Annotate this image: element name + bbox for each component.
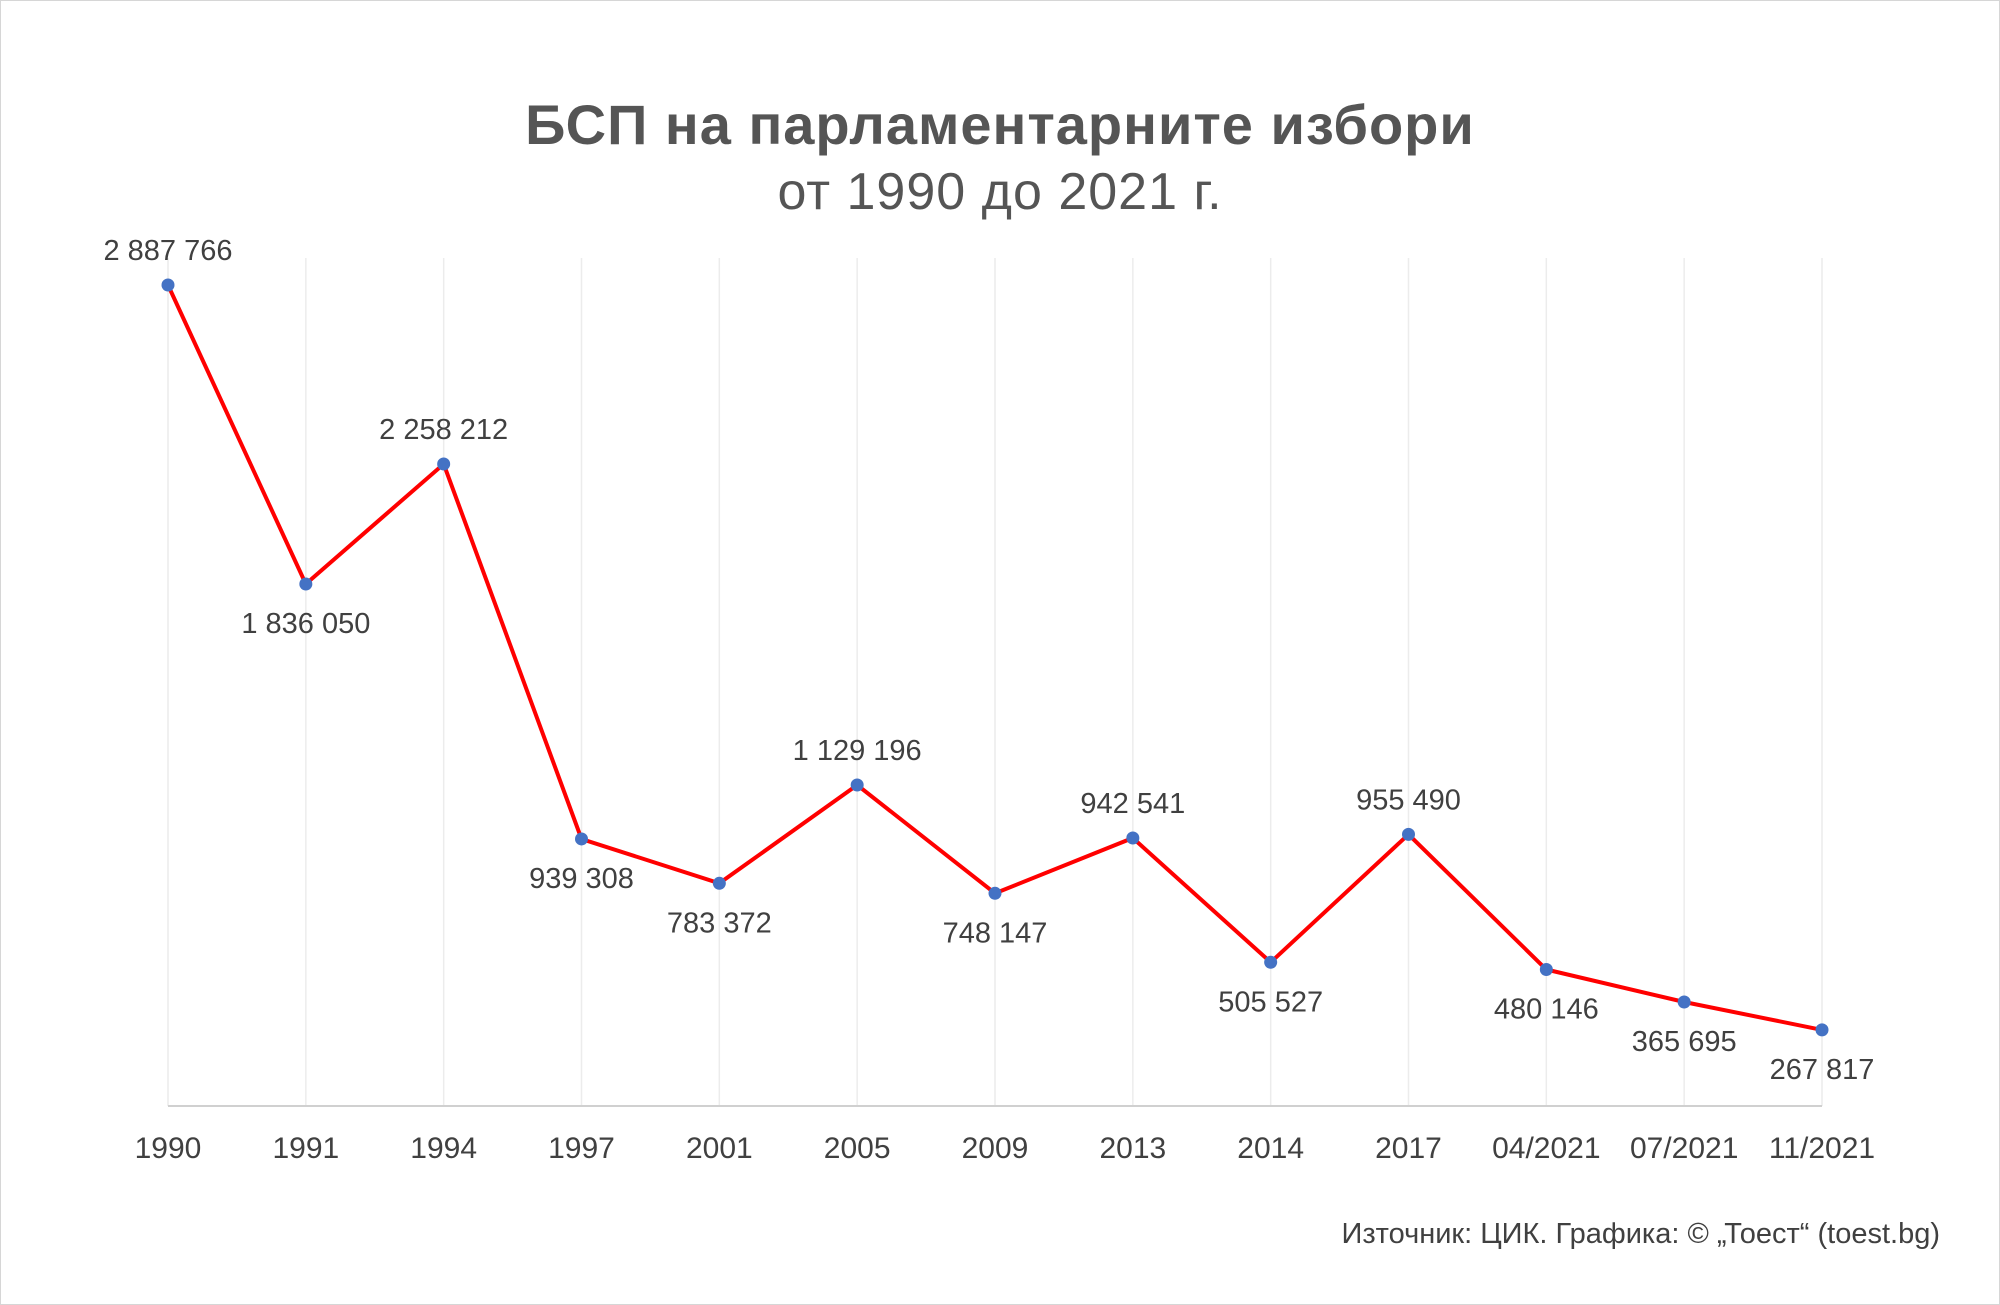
data-point bbox=[1815, 1023, 1829, 1037]
data-label: 939 308 bbox=[529, 863, 634, 895]
x-tick-label: 1994 bbox=[410, 1132, 477, 1165]
x-tick-label: 2009 bbox=[962, 1132, 1029, 1165]
data-point bbox=[575, 832, 588, 846]
data-label: 267 817 bbox=[1770, 1054, 1875, 1086]
x-tick-label: 1997 bbox=[548, 1132, 615, 1165]
data-point bbox=[437, 457, 451, 471]
data-point bbox=[299, 577, 313, 591]
data-label: 748 147 bbox=[943, 917, 1048, 949]
x-tick-label: 2013 bbox=[1099, 1132, 1166, 1165]
x-tick-label: 1991 bbox=[272, 1132, 339, 1165]
chart-subtitle: от 1990 до 2021 г. bbox=[777, 163, 1223, 221]
x-tick-label: 2017 bbox=[1375, 1132, 1442, 1165]
markers-layer bbox=[161, 278, 1829, 1037]
x-tick-label: 2001 bbox=[686, 1132, 753, 1165]
data-point bbox=[1539, 962, 1553, 976]
data-label: 2 887 766 bbox=[103, 235, 232, 267]
data-point bbox=[161, 278, 175, 292]
data-point bbox=[1402, 827, 1415, 841]
data-label: 505 527 bbox=[1218, 986, 1323, 1018]
data-point bbox=[1264, 955, 1278, 969]
x-tick-label: 04/2021 bbox=[1492, 1132, 1600, 1165]
data-point bbox=[988, 886, 1002, 900]
x-tick-label: 2005 bbox=[824, 1132, 891, 1165]
data-label: 942 541 bbox=[1080, 788, 1185, 820]
data-labels-layer: 2 887 766 1 836 050 2 258 212 939 308 783 37… bbox=[103, 235, 1874, 1086]
data-label: 955 490 bbox=[1356, 784, 1461, 816]
data-point bbox=[1677, 995, 1691, 1009]
x-tick-label: 1990 bbox=[135, 1132, 202, 1165]
data-point bbox=[712, 876, 726, 890]
x-tick-label: 07/2021 bbox=[1630, 1132, 1738, 1165]
chart-title: БСП на парламентарните избори bbox=[525, 93, 1475, 156]
data-point bbox=[850, 778, 864, 792]
gridlines bbox=[167, 258, 1823, 1106]
data-label: 1 129 196 bbox=[793, 735, 922, 767]
data-label: 2 258 212 bbox=[379, 414, 508, 446]
data-label: 783 372 bbox=[667, 907, 772, 939]
data-label: 365 695 bbox=[1632, 1026, 1737, 1058]
data-label: 1 836 050 bbox=[241, 608, 370, 640]
source-credit: Източник: ЦИК. Графика: © „Тоест“ (toest… bbox=[1341, 1218, 1941, 1250]
x-axis: 1990 1991 1994 1997 2001 2005 2009 2013 2014 2017… bbox=[135, 1105, 1875, 1165]
x-tick-label: 11/2021 bbox=[1769, 1132, 1875, 1165]
data-label: 480 146 bbox=[1494, 993, 1599, 1025]
data-point bbox=[1126, 831, 1140, 845]
x-tick-label: 2014 bbox=[1237, 1132, 1304, 1165]
